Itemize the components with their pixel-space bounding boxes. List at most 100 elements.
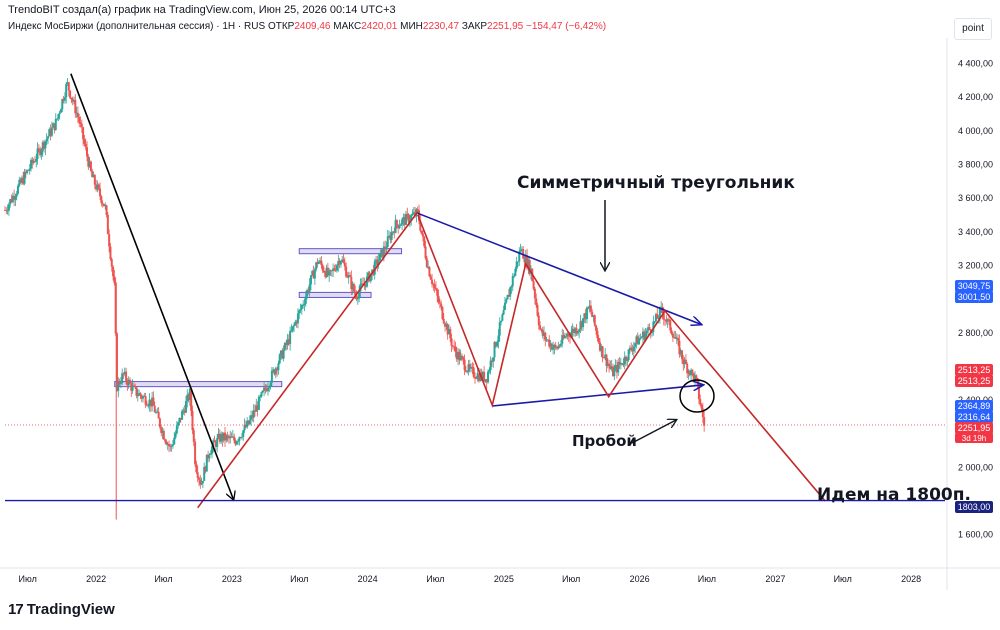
candle-body <box>606 363 609 366</box>
candle-body <box>164 439 167 442</box>
candle-body <box>574 328 577 333</box>
candle-body <box>648 327 651 330</box>
candle-body <box>177 422 180 426</box>
open-value: 2409,46 <box>294 21 331 32</box>
candle-body <box>332 268 335 271</box>
y-tick-label: 3 400,00 <box>958 227 993 237</box>
candle-body <box>498 322 501 336</box>
candles <box>4 78 706 520</box>
candle-body <box>95 184 98 190</box>
candle-body <box>471 367 474 368</box>
candle-body <box>289 330 292 345</box>
candle-body <box>36 148 39 159</box>
candle-body <box>352 283 355 292</box>
annotation-breakout: Пробой <box>572 432 637 450</box>
candle-body <box>404 213 407 225</box>
candle-body <box>527 260 530 268</box>
candle-body <box>441 306 444 319</box>
chart-author-line: TrendoBIT создал(а) график на TradingVie… <box>8 4 396 16</box>
candle-body <box>41 142 44 151</box>
candle-body <box>294 321 297 325</box>
candle-body <box>195 464 198 473</box>
candle-body <box>76 112 79 118</box>
candle-body <box>287 339 290 345</box>
candle-body <box>485 379 488 383</box>
candle-body <box>666 319 669 322</box>
candle-body <box>194 441 197 465</box>
candle-body <box>349 275 352 277</box>
price-tag-label: 2513,25 <box>958 365 991 375</box>
candle-body <box>238 437 241 441</box>
candle-body <box>571 328 574 333</box>
candle-body <box>80 123 83 128</box>
candle-body <box>208 454 211 459</box>
candle-body <box>105 205 108 215</box>
price-tag-label: 3001,50 <box>958 292 991 302</box>
annotations: Симметричный треугольник Пробой Идем на … <box>517 173 971 505</box>
annotation-arrow-breakout <box>631 420 676 444</box>
candle-body <box>121 373 124 384</box>
candle-body <box>373 261 376 275</box>
x-tick-label: Июл <box>19 574 37 584</box>
x-tick-label: Июл <box>834 574 852 584</box>
candle-body <box>610 366 613 369</box>
candle-body <box>608 363 611 367</box>
candle-body <box>272 369 275 371</box>
candle-body <box>153 405 156 413</box>
x-tick-label: Июл <box>426 574 444 584</box>
candle-body <box>92 175 95 178</box>
candle-body <box>667 319 670 321</box>
candle-body <box>652 321 655 332</box>
candle-body <box>128 379 131 384</box>
candle-body <box>463 359 466 371</box>
candle-body <box>131 385 134 391</box>
candle-body <box>39 148 42 156</box>
candle-body <box>558 345 561 347</box>
candle-body <box>500 320 503 323</box>
candle-body <box>274 368 277 375</box>
candle-body <box>49 129 52 136</box>
candle-body <box>63 97 66 101</box>
candle-body <box>411 214 414 216</box>
candle-body <box>162 430 165 440</box>
candle-body <box>653 321 656 323</box>
candle-body <box>286 339 289 346</box>
candle-body <box>496 341 499 347</box>
candle-body <box>169 446 172 447</box>
candle-body <box>313 269 316 279</box>
candle-body <box>432 283 435 285</box>
candle-body <box>183 410 186 413</box>
candle-body <box>226 435 229 437</box>
candle-body <box>453 346 456 348</box>
candle-body <box>355 295 358 299</box>
candle-body <box>691 369 694 374</box>
candle-body <box>243 424 246 431</box>
candle-body <box>67 82 70 91</box>
candle-body <box>174 433 177 438</box>
low-value: 2230,47 <box>422 21 460 32</box>
candle-body <box>670 330 673 334</box>
candle-body <box>99 188 102 197</box>
candle-body <box>138 393 141 396</box>
high-value: 2420,01 <box>361 21 398 32</box>
candle-body <box>631 349 634 352</box>
candle-body <box>597 338 600 343</box>
candle-body <box>52 123 55 128</box>
candle-body <box>367 272 370 277</box>
price-tag-label: 2251,95 <box>958 423 991 433</box>
countdown-tag <box>955 433 993 443</box>
y-tick-label: 3 200,00 <box>958 260 993 270</box>
candle-body <box>399 224 402 226</box>
candle-body <box>347 275 350 278</box>
candle-body <box>48 129 51 137</box>
candle-body <box>157 411 160 419</box>
candle-body <box>69 90 72 98</box>
price-tag <box>955 375 993 387</box>
candle-body <box>7 204 10 211</box>
candle-body <box>342 259 345 263</box>
x-tick-label: 2026 <box>630 574 650 584</box>
scale-mode-button[interactable]: point <box>954 18 992 40</box>
candle-body <box>535 298 538 306</box>
